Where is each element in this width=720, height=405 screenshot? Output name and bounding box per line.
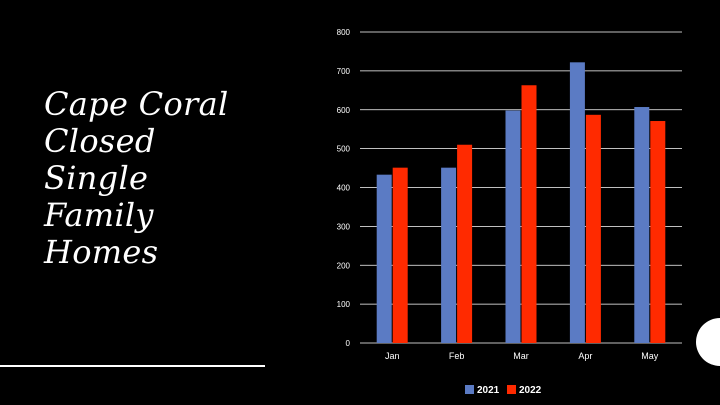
bar-2021-may <box>634 107 650 343</box>
y-tick-label-200: 200 <box>337 261 351 270</box>
x-tick-label-feb: Feb <box>449 351 465 361</box>
y-tick-label-0: 0 <box>346 339 351 348</box>
title-line-3: Single <box>44 159 149 197</box>
y-tick-label-500: 500 <box>337 145 351 154</box>
y-tick-label-600: 600 <box>337 106 351 115</box>
x-tick-label-mar: Mar <box>513 351 529 361</box>
y-tick-label-800: 800 <box>337 28 351 37</box>
bar-2022-mar <box>521 85 537 343</box>
bar-2022-jan <box>392 167 408 343</box>
bar-chart: 0 100 200 300 400 500 600 700 800 Jan Feb Mar Apr May… <box>337 28 682 396</box>
title-line-1: Cape Coral <box>44 85 229 123</box>
title-underline <box>0 365 265 367</box>
y-tick-label-700: 700 <box>337 67 351 76</box>
legend-swatch-2022 <box>507 385 516 394</box>
bar-2021-feb <box>441 167 457 343</box>
y-tick-label-300: 300 <box>337 222 351 231</box>
title-line-5: Homes <box>44 233 159 271</box>
x-tick-label-jan: Jan <box>385 351 400 361</box>
bar-2022-apr <box>585 114 601 344</box>
bar-2022-feb <box>457 144 473 343</box>
y-tick-label-400: 400 <box>337 184 351 193</box>
x-tick-label-may: May <box>641 351 659 361</box>
title-line-2: Closed <box>44 122 156 160</box>
bar-2021-mar <box>505 110 521 343</box>
bar-2021-apr <box>569 62 585 343</box>
legend-label-2021: 2021 <box>477 385 500 396</box>
title-line-4: Family <box>44 196 154 234</box>
legend-swatch-2021 <box>465 385 474 394</box>
bar-2022-may <box>650 121 666 344</box>
y-tick-label-100: 100 <box>337 300 351 309</box>
slide-title: Cape Coral Closed Single Family Homes <box>44 86 274 271</box>
x-tick-label-apr: Apr <box>578 351 592 361</box>
legend-label-2022: 2022 <box>519 385 542 396</box>
bar-2021-jan <box>376 174 392 343</box>
